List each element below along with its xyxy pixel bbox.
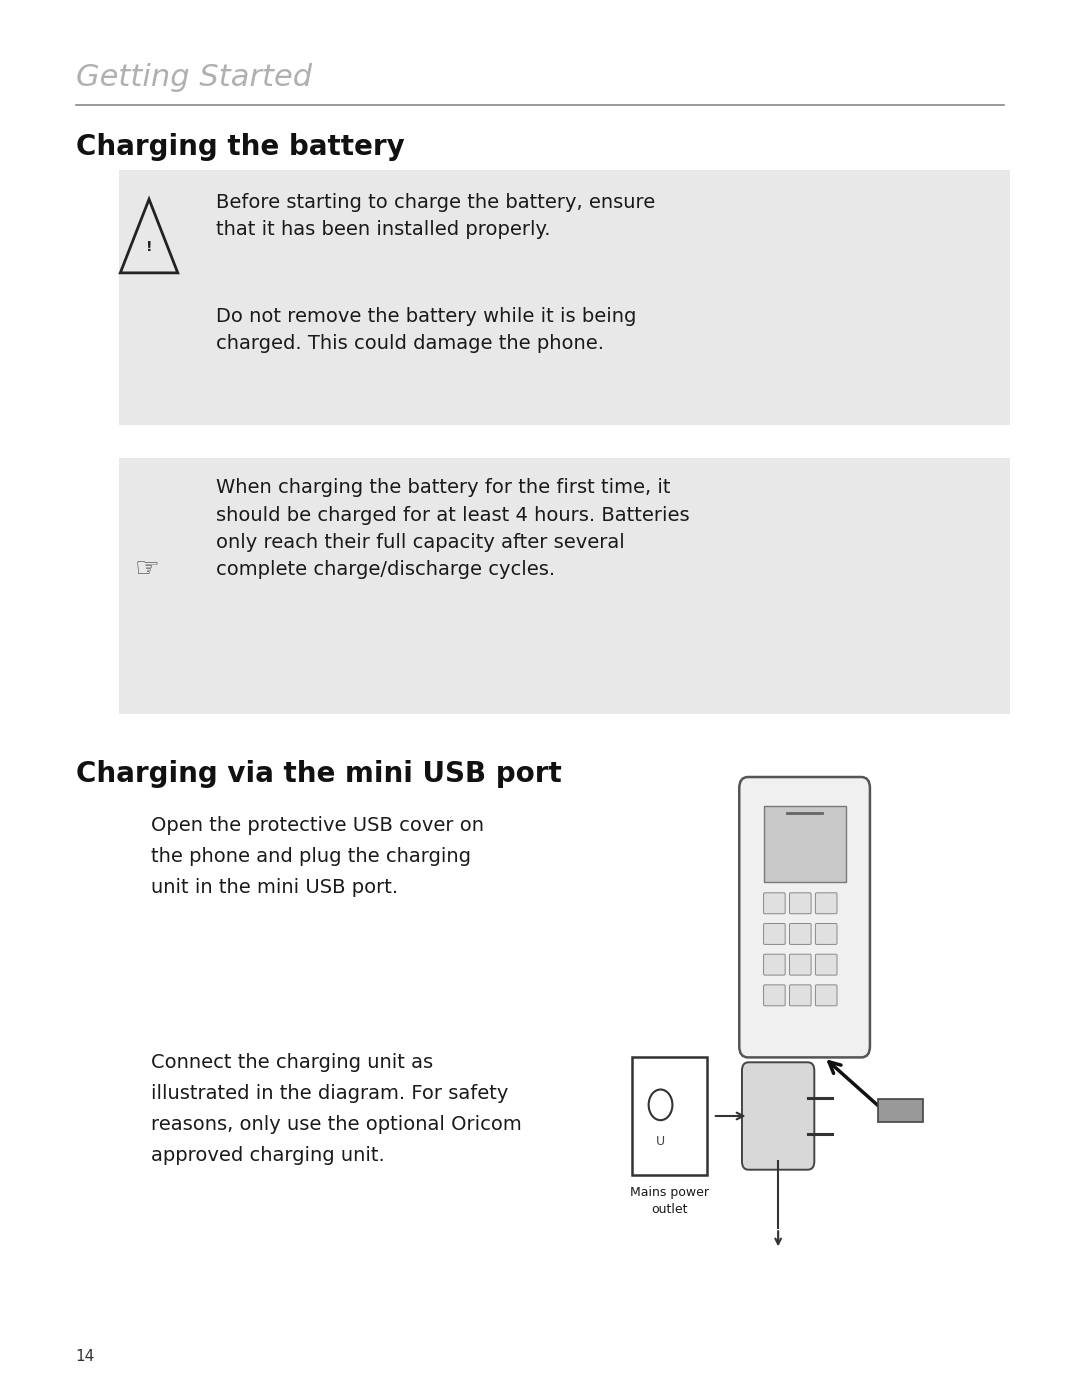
FancyBboxPatch shape	[789, 893, 811, 914]
FancyBboxPatch shape	[789, 954, 811, 975]
FancyBboxPatch shape	[764, 923, 785, 944]
FancyBboxPatch shape	[632, 1057, 707, 1175]
FancyBboxPatch shape	[742, 1063, 814, 1169]
FancyBboxPatch shape	[119, 170, 1010, 425]
Text: Charging via the mini USB port: Charging via the mini USB port	[76, 760, 562, 788]
Text: Getting Started: Getting Started	[76, 63, 312, 92]
FancyBboxPatch shape	[815, 893, 837, 914]
FancyBboxPatch shape	[739, 777, 870, 1057]
Text: Do not remove the battery while it is being
charged. This could damage the phone: Do not remove the battery while it is be…	[216, 307, 636, 353]
Text: Before starting to charge the battery, ensure
that it has been installed properl: Before starting to charge the battery, e…	[216, 193, 656, 239]
Text: Open the protective USB cover on
the phone and plug the charging
unit in the min: Open the protective USB cover on the pho…	[151, 816, 484, 897]
FancyBboxPatch shape	[878, 1099, 923, 1122]
FancyBboxPatch shape	[789, 985, 811, 1006]
Text: U: U	[656, 1134, 665, 1148]
FancyBboxPatch shape	[764, 806, 846, 882]
FancyBboxPatch shape	[815, 923, 837, 944]
Text: !: !	[146, 240, 152, 254]
FancyBboxPatch shape	[119, 458, 1010, 714]
Text: Charging the battery: Charging the battery	[76, 133, 404, 160]
Text: When charging the battery for the first time, it
should be charged for at least : When charging the battery for the first …	[216, 478, 690, 579]
FancyBboxPatch shape	[764, 985, 785, 1006]
FancyBboxPatch shape	[815, 954, 837, 975]
FancyBboxPatch shape	[764, 954, 785, 975]
FancyBboxPatch shape	[815, 985, 837, 1006]
FancyBboxPatch shape	[764, 893, 785, 914]
Text: 14: 14	[76, 1349, 95, 1364]
Text: Connect the charging unit as
illustrated in the diagram. For safety
reasons, onl: Connect the charging unit as illustrated…	[151, 1053, 522, 1165]
FancyBboxPatch shape	[789, 923, 811, 944]
Text: Mains power
outlet: Mains power outlet	[630, 1186, 710, 1216]
Circle shape	[649, 1089, 673, 1120]
Text: ☞: ☞	[134, 555, 160, 583]
